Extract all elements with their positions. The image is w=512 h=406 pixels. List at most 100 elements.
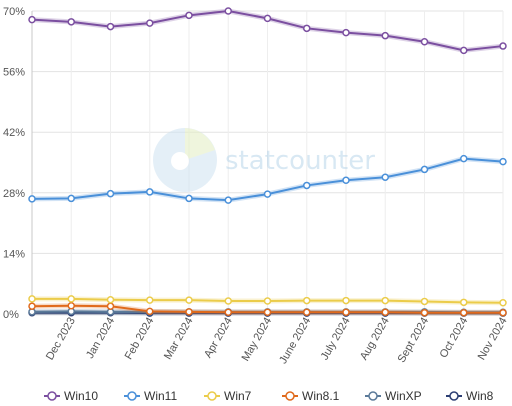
data-point[interactable] xyxy=(303,24,311,33)
statcounter-watermark: statcounter xyxy=(153,128,375,192)
data-point[interactable] xyxy=(224,308,232,317)
x-tick-label: May 2024 xyxy=(240,316,275,364)
data-point[interactable] xyxy=(263,14,272,23)
data-point[interactable] xyxy=(224,196,232,204)
y-tick-label: 42% xyxy=(3,127,25,139)
data-point[interactable] xyxy=(28,295,36,303)
data-point[interactable] xyxy=(420,37,429,46)
data-point[interactable] xyxy=(146,296,154,304)
data-point[interactable] xyxy=(381,31,389,40)
legend-item-win8[interactable]: Win8 xyxy=(446,389,494,403)
x-tick-label: June 2024 xyxy=(277,316,313,367)
data-point[interactable] xyxy=(67,18,75,26)
data-point[interactable] xyxy=(224,7,232,15)
y-tick-label: 56% xyxy=(3,67,25,79)
series-win7 xyxy=(28,295,507,307)
data-point[interactable] xyxy=(499,298,507,307)
data-point[interactable] xyxy=(342,296,350,305)
data-point[interactable] xyxy=(342,176,350,184)
data-point[interactable] xyxy=(67,295,75,303)
legend-label: Win8 xyxy=(466,389,494,403)
data-point[interactable] xyxy=(499,308,507,317)
legend-item-winxp[interactable]: WinXP xyxy=(365,389,422,403)
data-point[interactable] xyxy=(224,297,232,305)
data-point[interactable] xyxy=(499,42,507,50)
legend-item-win8-1[interactable]: Win8.1 xyxy=(282,389,340,403)
data-point[interactable] xyxy=(263,297,272,305)
data-point[interactable] xyxy=(420,165,429,174)
data-point[interactable] xyxy=(460,46,468,55)
legend-label: Win7 xyxy=(224,389,252,403)
legend-swatch-marker xyxy=(368,391,378,401)
legend: Win10 Win11 Win7 Win8.1 WinXP Win8 xyxy=(44,389,494,403)
data-point[interactable] xyxy=(106,189,115,198)
data-point[interactable] xyxy=(67,194,75,203)
data-point[interactable] xyxy=(185,194,193,203)
data-point[interactable] xyxy=(67,302,75,310)
x-tick-label: Feb 2024 xyxy=(123,316,157,362)
legend-label: WinXP xyxy=(385,389,422,403)
legend-swatch-marker xyxy=(449,391,459,401)
data-point[interactable] xyxy=(263,190,272,198)
data-point[interactable] xyxy=(106,295,115,304)
series-group xyxy=(28,7,507,317)
data-point[interactable] xyxy=(499,157,507,166)
x-tick-label: Apr 2024 xyxy=(202,316,235,361)
data-point[interactable] xyxy=(420,297,429,306)
data-point[interactable] xyxy=(185,308,193,316)
legend-label: Win8.1 xyxy=(302,389,340,403)
data-point[interactable] xyxy=(185,296,193,304)
data-point[interactable] xyxy=(460,298,468,307)
data-point[interactable] xyxy=(381,308,389,317)
data-point[interactable] xyxy=(420,308,429,317)
data-point[interactable] xyxy=(106,302,115,310)
series-win10 xyxy=(28,7,507,55)
x-tick-label: Oct 2024 xyxy=(438,316,471,361)
data-point[interactable] xyxy=(381,173,389,181)
watermark-logo-hole xyxy=(171,152,189,170)
x-tick-label: Mar 2024 xyxy=(162,316,196,362)
y-tick-label: 70% xyxy=(3,6,25,18)
data-point[interactable] xyxy=(28,195,36,203)
data-point[interactable] xyxy=(381,296,389,305)
data-point[interactable] xyxy=(146,307,154,316)
x-tick-label: Dec 2023 xyxy=(44,316,78,363)
data-point[interactable] xyxy=(28,15,36,24)
grid-lines xyxy=(31,10,504,315)
data-point[interactable] xyxy=(460,308,468,317)
data-point[interactable] xyxy=(303,181,311,190)
y-tick-label: 28% xyxy=(3,188,25,200)
data-point[interactable] xyxy=(28,302,36,310)
legend-item-win7[interactable]: Win7 xyxy=(204,389,252,403)
x-tick-label: Sept 2024 xyxy=(396,316,431,365)
data-point[interactable] xyxy=(303,296,311,305)
data-point[interactable] xyxy=(460,154,468,163)
legend-swatch-marker xyxy=(207,391,217,401)
data-point[interactable] xyxy=(342,28,350,37)
data-point[interactable] xyxy=(146,188,154,196)
y-tick-label: 14% xyxy=(3,248,25,260)
y-tick-label: 0% xyxy=(3,309,19,321)
legend-swatch-marker xyxy=(285,391,295,401)
x-axis-ticks: Dec 2023 Jan 2024 Feb 2024 Mar 2024 Apr 2024… xyxy=(44,316,510,367)
legend-label: Win11 xyxy=(144,389,177,403)
legend-swatch-marker xyxy=(127,391,137,401)
x-tick-label: Nov 2024 xyxy=(476,316,510,363)
data-point[interactable] xyxy=(146,19,154,27)
data-point[interactable] xyxy=(185,11,193,20)
series-win11 xyxy=(28,154,507,204)
x-tick-label: Aug 2024 xyxy=(358,316,392,363)
legend-swatch-marker xyxy=(47,391,57,401)
watermark-text: statcounter xyxy=(225,146,375,176)
x-tick-label: July 2024 xyxy=(319,316,353,363)
data-point[interactable] xyxy=(303,308,311,317)
watermark-logo-wedge xyxy=(185,128,215,160)
y-axis-ticks: 0% 14% 28% 42% 56% 70% xyxy=(3,6,25,321)
x-tick-label: Jan 2024 xyxy=(84,316,117,361)
data-point[interactable] xyxy=(106,22,115,31)
legend-item-win10[interactable]: Win10 xyxy=(44,389,98,403)
data-point[interactable] xyxy=(342,308,350,317)
legend-item-win11[interactable]: Win11 xyxy=(124,389,177,403)
data-point[interactable] xyxy=(263,308,272,317)
